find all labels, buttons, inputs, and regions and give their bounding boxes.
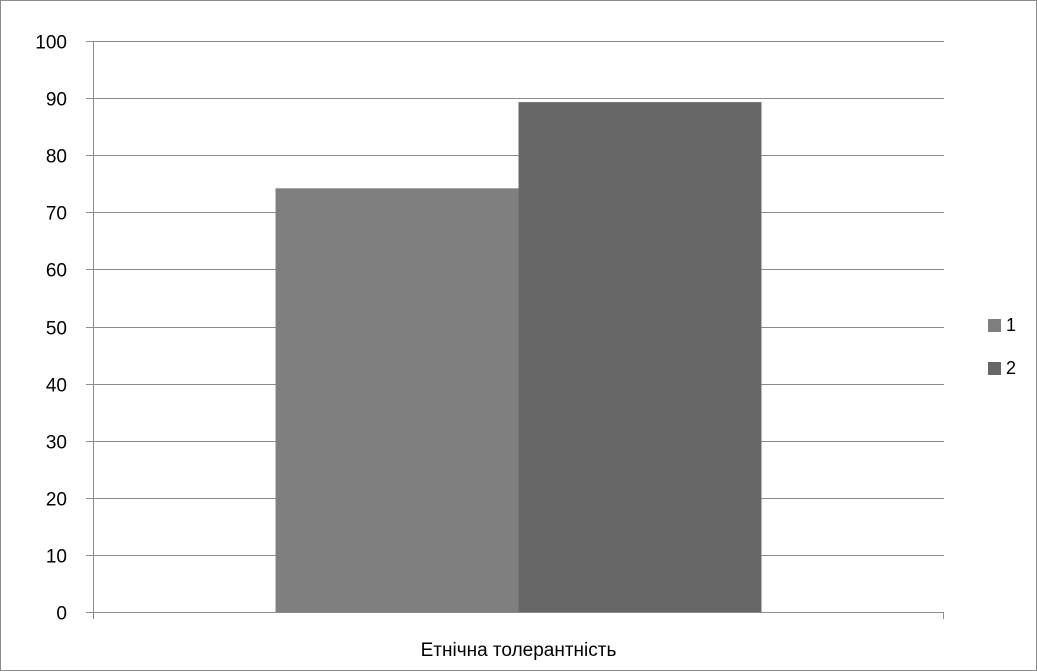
- y-tick-label: 100: [35, 33, 67, 54]
- y-tick-label: 40: [46, 376, 67, 397]
- x-tick-labels: Етнічна толерантність: [421, 640, 617, 661]
- y-tick-label: 30: [46, 433, 67, 454]
- y-tick-label: 10: [46, 547, 67, 568]
- y-tick-label: 60: [46, 261, 67, 282]
- y-tick-label: 0: [56, 604, 67, 625]
- y-tick-label: 50: [46, 319, 67, 340]
- legend: 12: [988, 315, 1016, 378]
- legend-label: 1: [1006, 315, 1016, 335]
- bars: [275, 102, 762, 613]
- legend-swatch: [988, 362, 1001, 375]
- bar-series-1: [275, 188, 519, 612]
- legend-label: 2: [1006, 358, 1016, 378]
- y-tick-labels: 0 10 20 30 40 50 60 70 80 90 100: [35, 33, 67, 625]
- legend-swatch: [988, 319, 1001, 332]
- y-tick-label: 80: [46, 147, 67, 168]
- y-tick-label: 20: [46, 490, 67, 511]
- y-tick-label: 70: [46, 204, 67, 225]
- x-tick-label: Етнічна толерантність: [421, 640, 617, 661]
- axes: [86, 41, 944, 619]
- y-tick-label: 90: [46, 90, 67, 111]
- bar-series-2: [518, 102, 762, 613]
